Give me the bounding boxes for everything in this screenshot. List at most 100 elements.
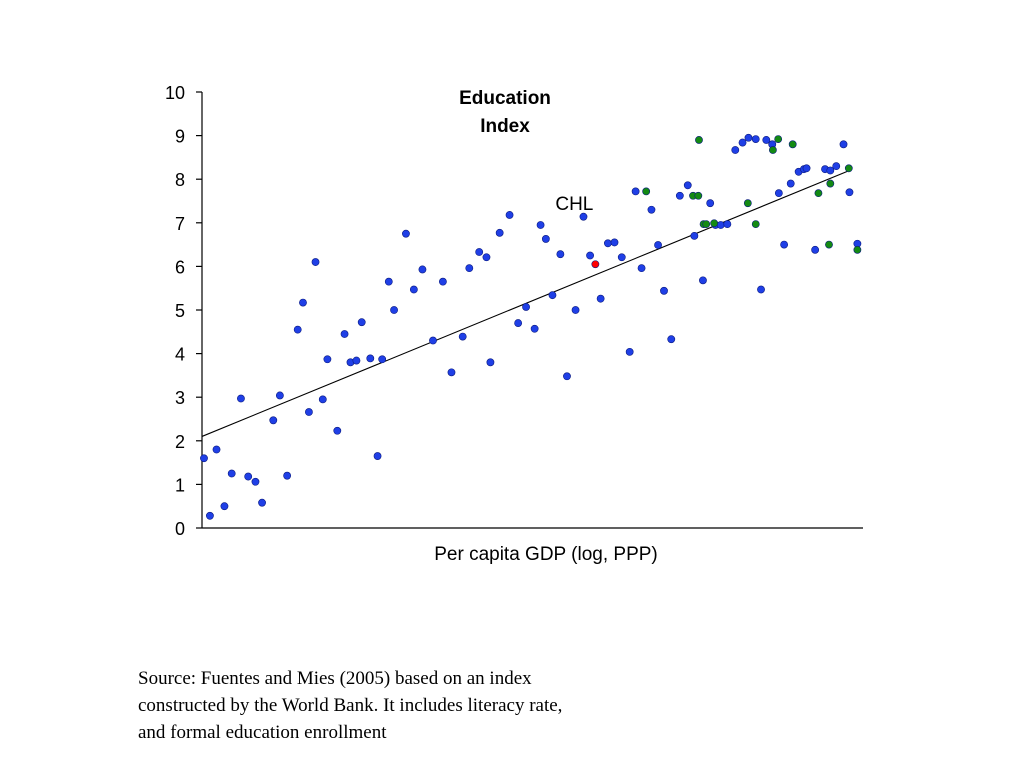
country-point	[323, 355, 332, 364]
country-point	[418, 265, 427, 274]
country-point	[839, 140, 848, 149]
country-point	[811, 245, 820, 254]
country-point	[206, 511, 214, 520]
country-point	[258, 498, 266, 507]
highlighted-group-point	[826, 179, 835, 188]
country-point	[667, 335, 676, 344]
highlighted-group-point	[853, 245, 862, 254]
country-point	[690, 231, 699, 240]
country-point	[617, 253, 626, 262]
country-point	[683, 181, 692, 190]
country-point	[458, 332, 467, 341]
country-point	[522, 303, 530, 311]
chl-annotation: CHL	[555, 194, 593, 215]
country-point	[723, 220, 732, 229]
country-point	[731, 146, 740, 154]
y-tick-label: 0	[175, 519, 185, 539]
country-point	[786, 179, 795, 188]
country-point	[563, 372, 571, 381]
country-point	[244, 472, 253, 481]
country-point	[333, 426, 342, 435]
country-point	[654, 241, 662, 249]
country-point	[505, 211, 514, 219]
country-point	[832, 162, 841, 171]
highlighted-group-point	[814, 189, 823, 198]
country-point	[237, 394, 245, 403]
country-point	[390, 306, 398, 314]
chart-title-line-1: Education	[459, 88, 551, 109]
country-point	[352, 356, 361, 365]
y-tick-label: 5	[175, 301, 185, 321]
x-axis-label: Per capita GDP (log, PPP)	[434, 544, 658, 565]
source-note-line-2: constructed by the World Bank. It includ…	[138, 695, 563, 716]
highlighted-group-point	[788, 140, 797, 149]
country-point	[275, 391, 284, 400]
highlighted-group-point	[695, 136, 703, 144]
y-tick-label: 9	[175, 127, 185, 147]
country-point	[826, 166, 835, 175]
chl-point	[591, 260, 600, 269]
y-tick-label: 4	[175, 345, 185, 365]
country-point	[660, 286, 668, 295]
y-tick-label: 8	[175, 170, 185, 190]
country-point	[647, 205, 656, 214]
y-tick-label: 6	[175, 257, 185, 277]
country-point	[579, 212, 588, 221]
country-point	[482, 253, 491, 262]
country-point	[699, 276, 707, 285]
country-point	[514, 319, 523, 327]
country-point	[845, 188, 854, 197]
highlighted-group-point	[642, 187, 651, 196]
source-note-line-3: and formal education enrollment	[138, 722, 387, 743]
country-point	[200, 454, 208, 463]
highlighted-group-point	[774, 135, 783, 143]
country-point	[802, 164, 811, 173]
country-point	[402, 229, 410, 238]
country-point	[357, 318, 366, 327]
country-point	[762, 136, 771, 144]
chart-title-line-2: Index	[480, 116, 530, 137]
country-point	[757, 285, 765, 294]
country-point	[774, 189, 783, 198]
country-point	[596, 294, 605, 303]
country-point	[604, 239, 612, 248]
country-point	[536, 221, 545, 229]
country-point	[571, 306, 580, 314]
country-point	[738, 138, 747, 147]
country-point	[706, 199, 715, 208]
y-axis-ticks: 0 1 2 3 4 5 6 7 8 9 10	[165, 83, 202, 539]
country-point	[475, 248, 484, 256]
country-point	[751, 135, 760, 143]
y-tick-label: 1	[175, 475, 185, 495]
country-point	[631, 187, 640, 196]
data-points	[200, 133, 862, 520]
country-point	[251, 477, 260, 486]
country-point	[269, 416, 278, 425]
country-point	[227, 469, 236, 478]
country-point	[293, 325, 302, 334]
country-point	[340, 330, 349, 338]
country-point	[556, 250, 565, 259]
country-point	[311, 258, 320, 266]
country-point	[675, 191, 684, 200]
country-point	[530, 324, 539, 333]
country-point	[447, 368, 456, 377]
country-point	[744, 133, 753, 142]
country-point	[780, 240, 789, 249]
country-point	[625, 347, 634, 356]
highlighted-group-point	[743, 199, 752, 208]
country-point	[541, 235, 550, 243]
country-point	[366, 354, 375, 363]
country-point	[220, 502, 229, 511]
country-point	[384, 277, 393, 286]
y-tick-label: 7	[175, 214, 185, 234]
highlighted-group-point	[751, 220, 760, 229]
country-point	[637, 264, 646, 273]
highlighted-group-point	[694, 191, 703, 200]
country-point	[548, 291, 557, 300]
country-point	[429, 336, 437, 345]
country-point	[212, 445, 221, 454]
highlighted-group-point	[769, 146, 777, 154]
country-point	[373, 452, 382, 460]
